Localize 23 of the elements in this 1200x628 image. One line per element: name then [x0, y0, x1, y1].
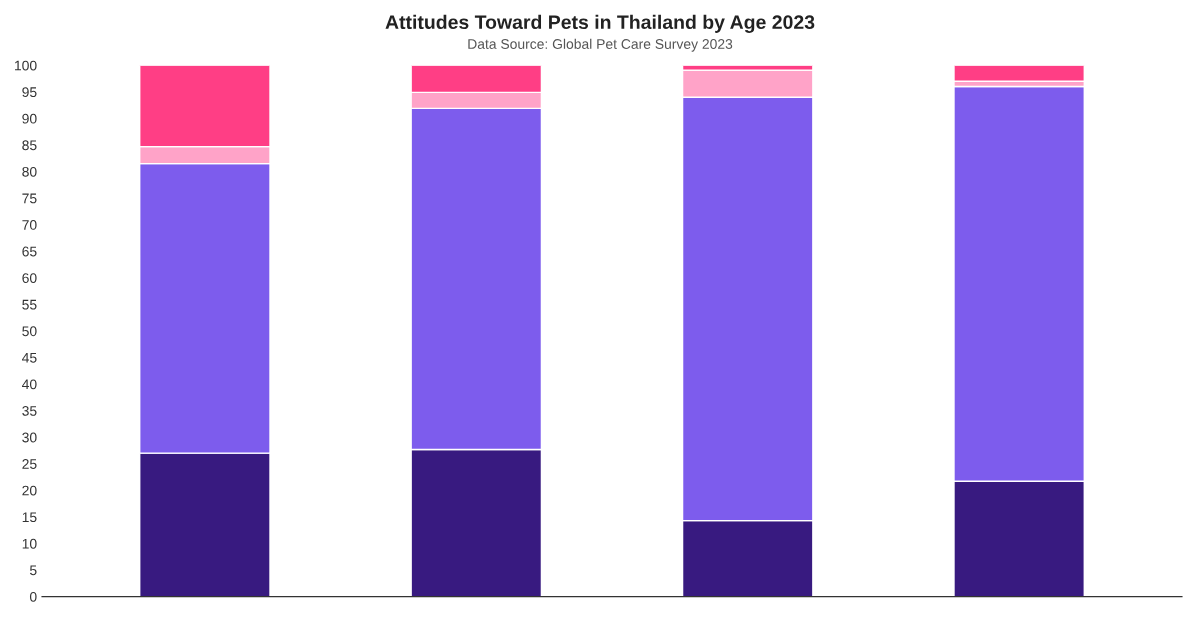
y-tick-label: 60	[22, 273, 37, 283]
y-tick-label: 0	[29, 591, 37, 602]
y-tick-label: 65	[22, 246, 37, 257]
chart-title: Attitudes Toward Pets in Thailand by Age 2023	[385, 14, 815, 33]
y-tick-label: 40	[22, 379, 37, 390]
y-tick-label: 70	[22, 220, 37, 230]
y-tick-label: 15	[22, 512, 37, 523]
y-tick-label: 5	[29, 565, 37, 576]
y-tick-label: 20	[22, 485, 37, 496]
y-tick-label: 75	[22, 193, 37, 204]
y-tick-label: 35	[22, 405, 37, 416]
y-tick-label: 50	[22, 326, 37, 337]
chart-subtitle: Data Source: Global Pet Care Survey 2023	[468, 38, 733, 52]
y-tick-label: 10	[22, 538, 37, 549]
y-tick-label: 80	[22, 166, 37, 177]
y-tick-label: 100	[15, 60, 37, 71]
y-tick-label: 25	[22, 459, 37, 469]
y-tick-label: 95	[22, 87, 37, 98]
y-tick-label: 85	[22, 140, 37, 151]
y-tick-label: 55	[22, 299, 37, 310]
y-tick-label: 90	[22, 113, 37, 124]
y-tick-label: 45	[22, 353, 37, 363]
y-tick-label: 30	[22, 432, 37, 443]
